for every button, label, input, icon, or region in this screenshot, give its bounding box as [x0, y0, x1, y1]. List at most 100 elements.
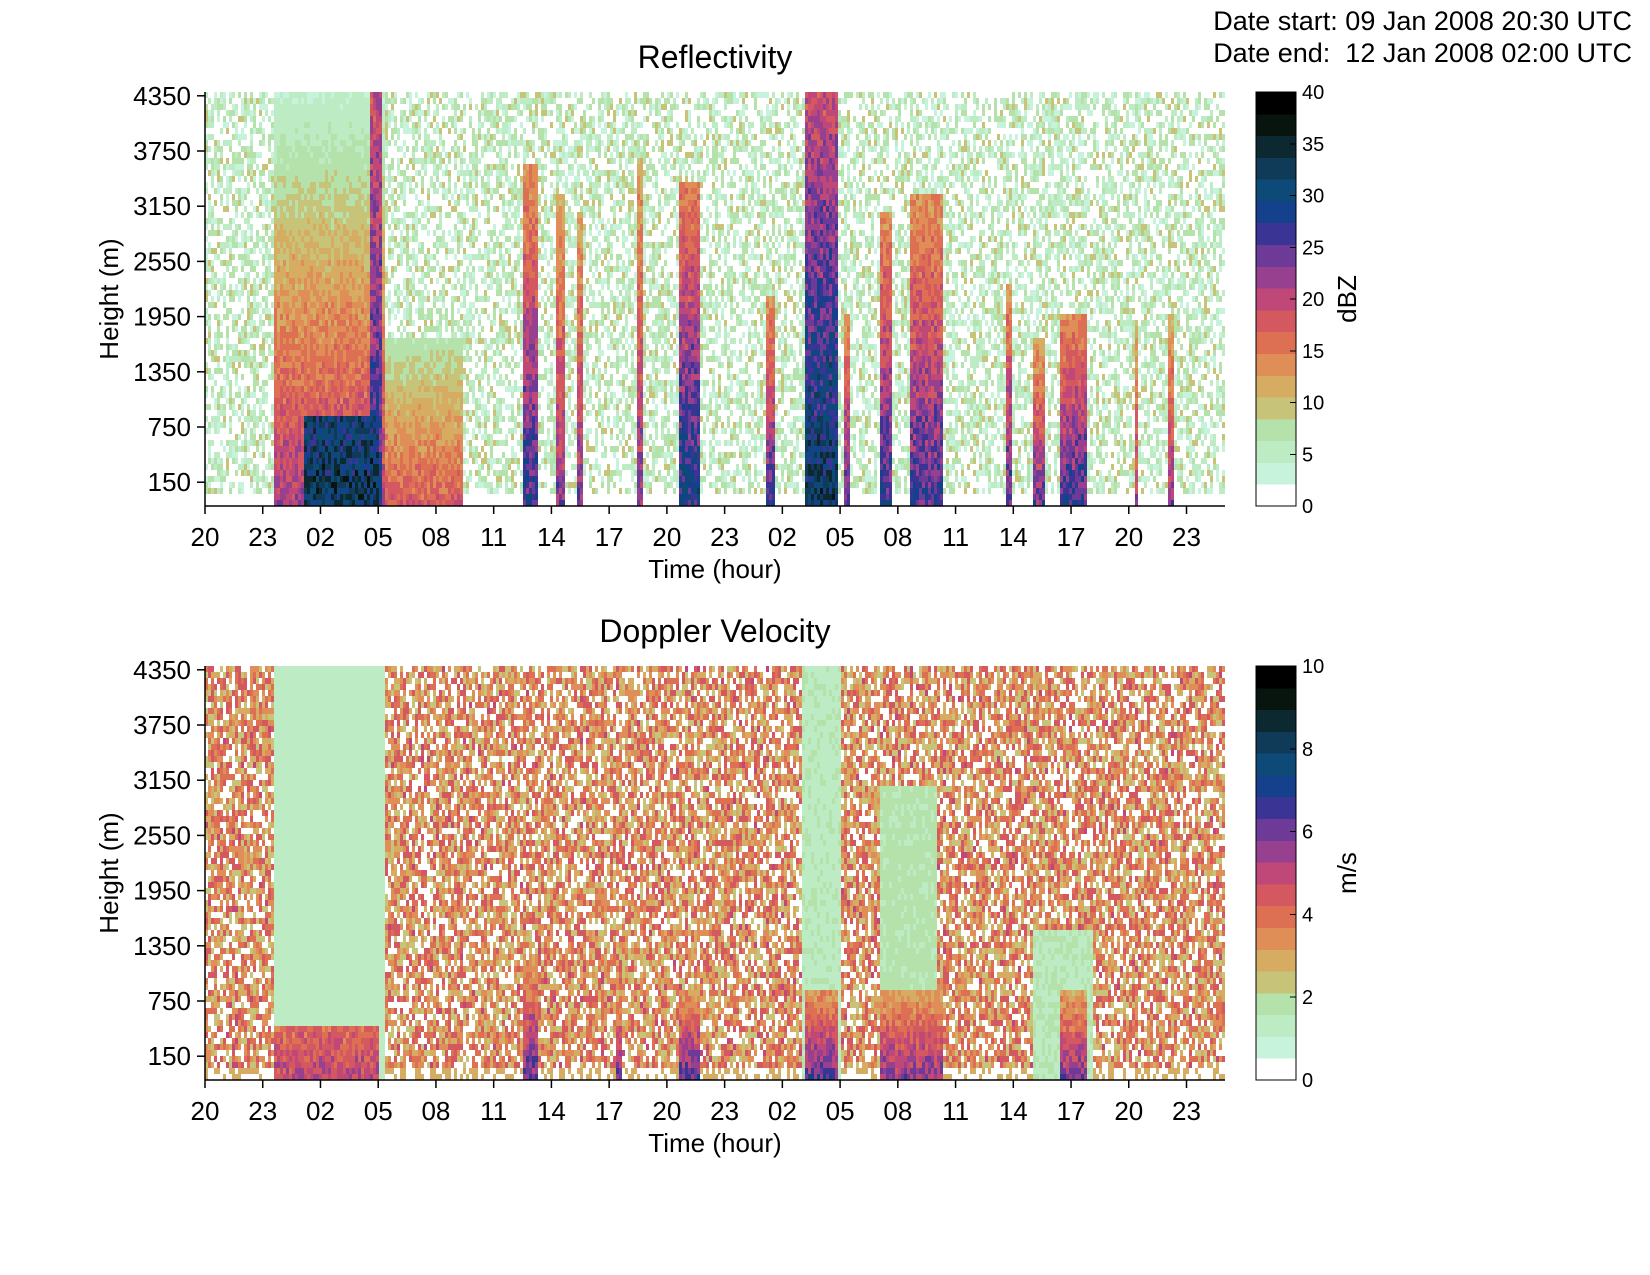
heatmap-cell [469, 284, 472, 290]
heatmap-cell [400, 236, 403, 242]
heatmap-cell [445, 404, 448, 410]
heatmap-cell [325, 134, 328, 140]
heatmap-cell [262, 434, 265, 440]
heatmap-cell [400, 242, 403, 248]
heatmap-cell [376, 500, 379, 506]
heatmap-cell [241, 398, 244, 404]
heatmap-cell [325, 302, 328, 308]
heatmap-cell [301, 356, 304, 362]
heatmap-cell [346, 104, 349, 110]
heatmap-cell [241, 116, 244, 122]
heatmap-cell [322, 368, 325, 374]
heatmap-cell [466, 182, 469, 188]
heatmap-cell [253, 266, 256, 272]
heatmap-cell [358, 416, 361, 422]
heatmap-cell [466, 410, 469, 416]
heatmap-cell [232, 122, 235, 128]
heatmap-cell [409, 416, 412, 422]
heatmap-cell [457, 428, 460, 434]
heatmap-cell [295, 326, 298, 332]
heatmap-cell [454, 128, 457, 134]
heatmap-cell [319, 416, 322, 422]
heatmap-cell [361, 170, 364, 176]
heatmap-cell [340, 254, 343, 260]
heatmap-cell [331, 362, 334, 368]
heatmap-cell [478, 374, 481, 380]
heatmap-cell [331, 464, 334, 470]
heatmap-cell [406, 404, 409, 410]
heatmap-cell [313, 122, 316, 128]
heatmap-cell [388, 332, 391, 338]
heatmap-cell [454, 470, 457, 476]
heatmap-cell [328, 236, 331, 242]
heatmap-cell [457, 266, 460, 272]
heatmap-cell [247, 386, 250, 392]
heatmap-cell [379, 296, 382, 302]
heatmap-cell [388, 464, 391, 470]
heatmap-cell [352, 122, 355, 128]
heatmap-cell [400, 194, 403, 200]
heatmap-cell [442, 350, 445, 356]
heatmap-cell [355, 494, 358, 500]
heatmap-cell [397, 242, 400, 248]
heatmap-cell [322, 434, 325, 440]
heatmap-cell [433, 296, 436, 302]
heatmap-cell [385, 434, 388, 440]
heatmap-cell [478, 386, 481, 392]
heatmap-cell [244, 176, 247, 182]
heatmap-cell [229, 452, 232, 458]
heatmap-cell [406, 236, 409, 242]
heatmap-cell [277, 374, 280, 380]
heatmap-cell [313, 368, 316, 374]
heatmap-cell [379, 170, 382, 176]
heatmap-cell [313, 92, 316, 98]
heatmap-cell [373, 260, 376, 266]
heatmap-cell [475, 296, 478, 302]
heatmap-cell [271, 110, 274, 116]
heatmap-cell [217, 422, 220, 428]
heatmap-cell [391, 116, 394, 122]
heatmap-cell [370, 368, 373, 374]
heatmap-cell [451, 404, 454, 410]
heatmap-cell [460, 392, 463, 398]
heatmap-cell [325, 308, 328, 314]
heatmap-cell [274, 206, 277, 212]
heatmap-cell [370, 446, 373, 452]
heatmap-cell [367, 104, 370, 110]
heatmap-cell [343, 182, 346, 188]
heatmap-cell [331, 104, 334, 110]
heatmap-cell [319, 464, 322, 470]
heatmap-cell [235, 110, 238, 116]
heatmap-cell [307, 428, 310, 434]
heatmap-cell [463, 434, 466, 440]
heatmap-cell [298, 464, 301, 470]
heatmap-cell [211, 302, 214, 308]
heatmap-cell [286, 98, 289, 104]
heatmap-cell [316, 488, 319, 494]
heatmap-cell [334, 350, 337, 356]
heatmap-cell [373, 434, 376, 440]
heatmap-cell [313, 446, 316, 452]
heatmap-cell [343, 98, 346, 104]
heatmap-cell [478, 416, 481, 422]
heatmap-cell [394, 224, 397, 230]
heatmap-cell [304, 134, 307, 140]
heatmap-cell [226, 470, 229, 476]
heatmap-cell [382, 128, 385, 134]
heatmap-cell [316, 314, 319, 320]
heatmap-cell [289, 116, 292, 122]
heatmap-cell [319, 494, 322, 500]
heatmap-cell [226, 326, 229, 332]
heatmap-cell [388, 356, 391, 362]
heatmap-cell [481, 98, 484, 104]
heatmap-cell [298, 386, 301, 392]
heatmap-cell [280, 500, 283, 506]
heatmap-cell [451, 380, 454, 386]
heatmap-cell [445, 392, 448, 398]
heatmap-cell [226, 338, 229, 344]
heatmap-cell [220, 410, 223, 416]
heatmap-cell [283, 152, 286, 158]
heatmap-cell [352, 254, 355, 260]
heatmap-cell [256, 236, 259, 242]
heatmap-cell [283, 284, 286, 290]
